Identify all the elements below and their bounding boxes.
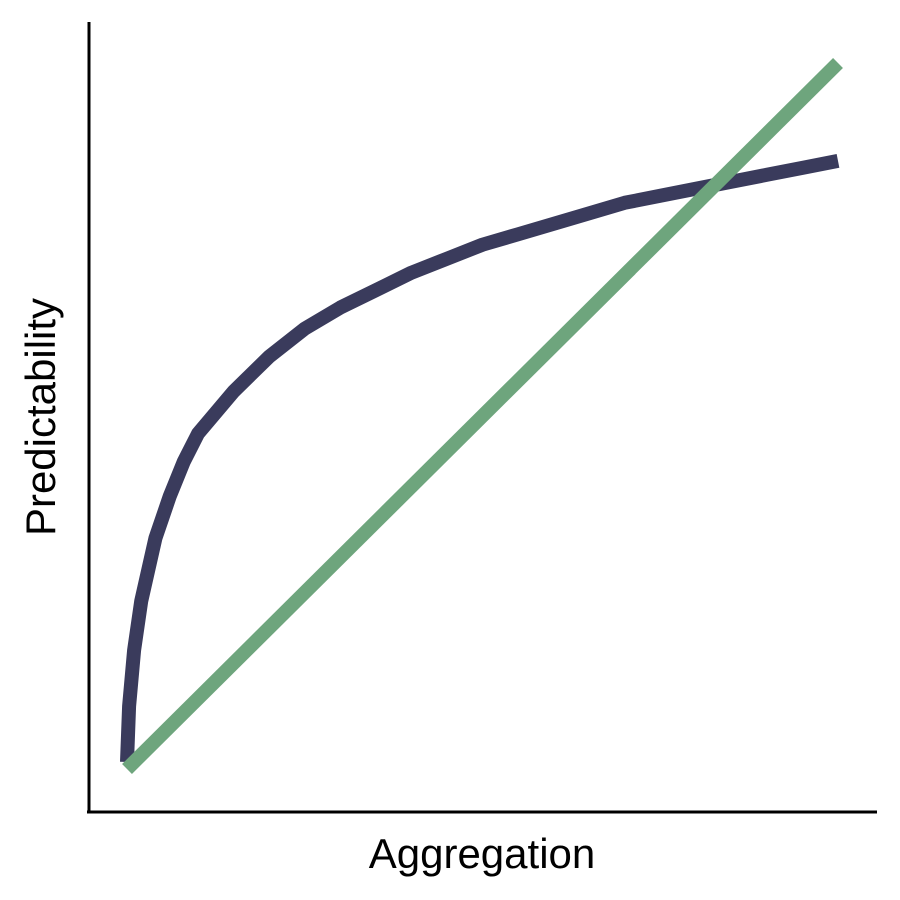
y-axis-label: Predictability xyxy=(17,298,64,536)
plot-area xyxy=(120,58,843,774)
series-line-linear xyxy=(122,58,843,774)
x-axis-label: Aggregation xyxy=(369,830,596,877)
series-line-concave xyxy=(120,154,840,763)
